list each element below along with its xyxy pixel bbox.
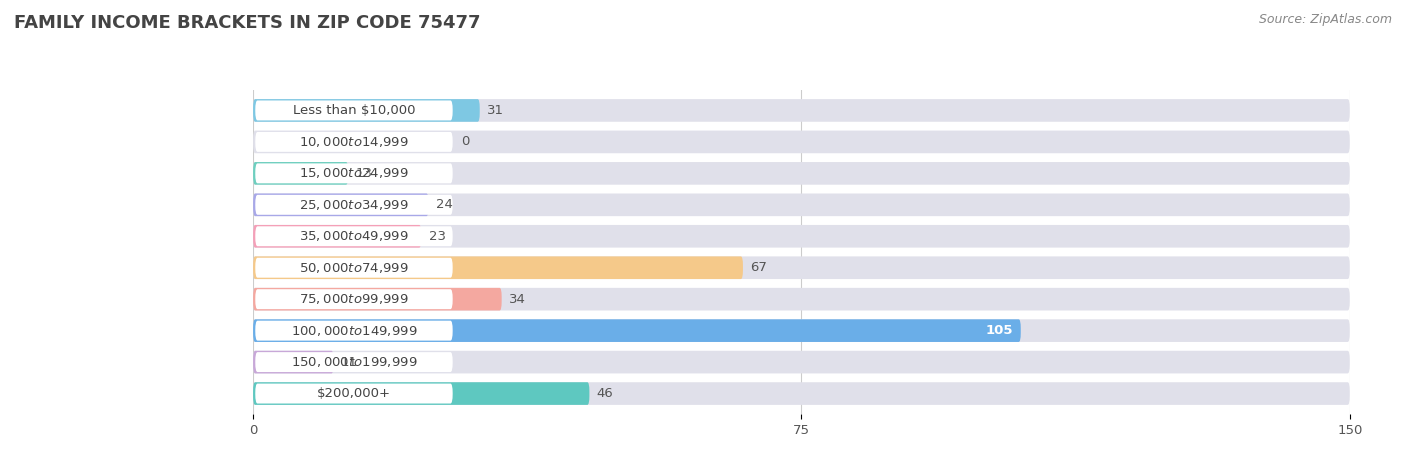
FancyBboxPatch shape	[253, 382, 1350, 405]
FancyBboxPatch shape	[253, 130, 1350, 153]
FancyBboxPatch shape	[256, 383, 453, 404]
Text: $15,000 to $24,999: $15,000 to $24,999	[299, 166, 409, 180]
Text: 105: 105	[986, 324, 1014, 337]
Text: $100,000 to $149,999: $100,000 to $149,999	[291, 324, 418, 338]
FancyBboxPatch shape	[253, 288, 502, 310]
FancyBboxPatch shape	[253, 99, 1350, 122]
FancyBboxPatch shape	[253, 288, 1350, 310]
Text: $150,000 to $199,999: $150,000 to $199,999	[291, 355, 418, 369]
FancyBboxPatch shape	[253, 194, 1350, 216]
Text: 31: 31	[486, 104, 503, 117]
FancyBboxPatch shape	[253, 162, 349, 184]
Text: $200,000+: $200,000+	[316, 387, 391, 400]
FancyBboxPatch shape	[256, 289, 453, 309]
FancyBboxPatch shape	[253, 256, 742, 279]
FancyBboxPatch shape	[256, 226, 453, 246]
FancyBboxPatch shape	[256, 195, 453, 215]
Text: 34: 34	[509, 292, 526, 306]
FancyBboxPatch shape	[253, 320, 1350, 342]
FancyBboxPatch shape	[256, 163, 453, 183]
FancyBboxPatch shape	[253, 162, 1350, 184]
FancyBboxPatch shape	[256, 352, 453, 372]
FancyBboxPatch shape	[253, 99, 479, 122]
Text: $35,000 to $49,999: $35,000 to $49,999	[299, 229, 409, 243]
FancyBboxPatch shape	[256, 100, 453, 121]
Text: 11: 11	[340, 356, 357, 369]
FancyBboxPatch shape	[256, 258, 453, 278]
Text: Less than $10,000: Less than $10,000	[292, 104, 415, 117]
Text: 24: 24	[436, 198, 453, 211]
FancyBboxPatch shape	[253, 382, 589, 405]
FancyBboxPatch shape	[256, 132, 453, 152]
Text: 67: 67	[751, 261, 768, 274]
Text: 0: 0	[461, 135, 470, 148]
Text: $25,000 to $34,999: $25,000 to $34,999	[299, 198, 409, 212]
FancyBboxPatch shape	[253, 320, 1021, 342]
Text: $10,000 to $14,999: $10,000 to $14,999	[299, 135, 409, 149]
FancyBboxPatch shape	[253, 351, 1350, 374]
Text: $75,000 to $99,999: $75,000 to $99,999	[299, 292, 409, 306]
FancyBboxPatch shape	[253, 225, 1350, 248]
Text: Source: ZipAtlas.com: Source: ZipAtlas.com	[1258, 14, 1392, 27]
FancyBboxPatch shape	[253, 256, 1350, 279]
Text: $50,000 to $74,999: $50,000 to $74,999	[299, 261, 409, 275]
Text: 46: 46	[596, 387, 613, 400]
Text: 13: 13	[356, 167, 373, 180]
Text: 23: 23	[429, 230, 446, 243]
FancyBboxPatch shape	[253, 194, 429, 216]
FancyBboxPatch shape	[253, 351, 333, 374]
FancyBboxPatch shape	[256, 321, 453, 341]
Text: FAMILY INCOME BRACKETS IN ZIP CODE 75477: FAMILY INCOME BRACKETS IN ZIP CODE 75477	[14, 14, 481, 32]
FancyBboxPatch shape	[253, 225, 422, 248]
